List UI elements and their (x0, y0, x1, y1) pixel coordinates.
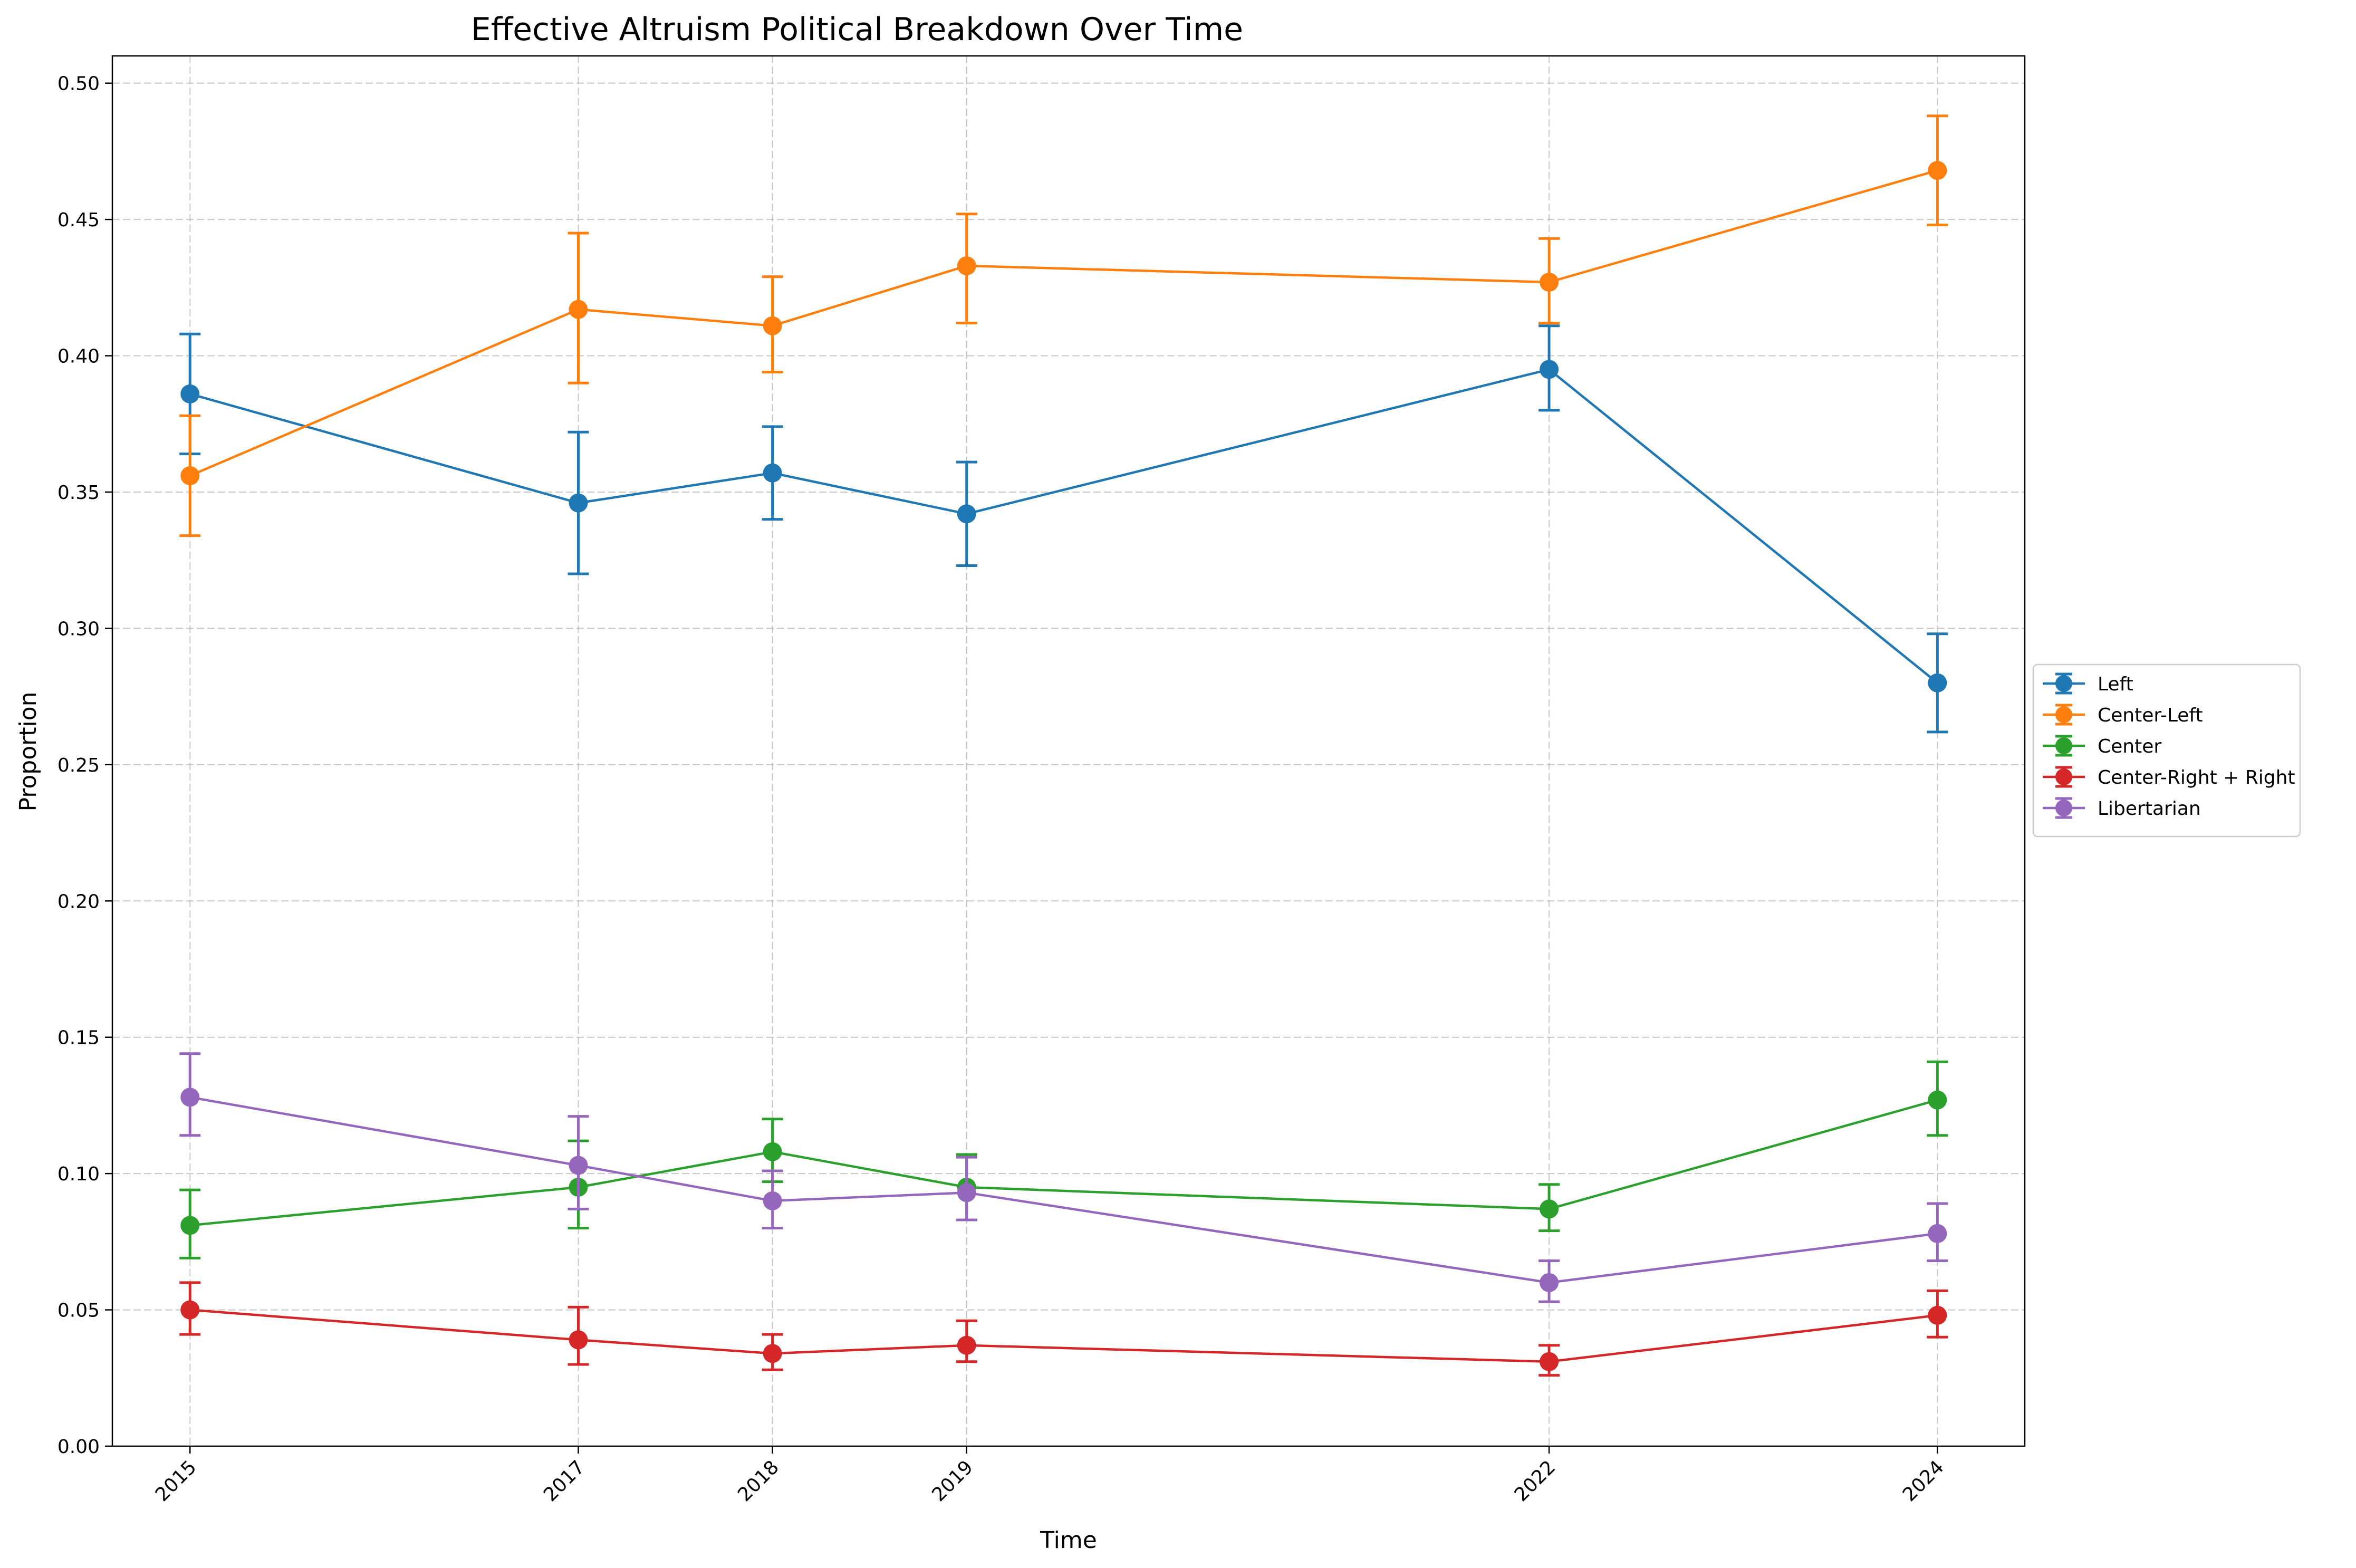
legend: Left Center-Left Center Center-Right + Righ… (2032, 663, 2301, 838)
chart-title: Effective Altruism Political Breakdown O… (471, 11, 1243, 48)
y-tick-label: 0.20 (57, 891, 100, 912)
data-point (957, 1335, 976, 1355)
series-left (179, 324, 1948, 734)
data-point (1540, 360, 1559, 379)
data-point (763, 1191, 782, 1210)
data-point (1928, 673, 1947, 692)
series-line (189, 169, 1938, 477)
data-point (569, 493, 588, 513)
data-point (763, 1344, 782, 1363)
data-point (1540, 1199, 1559, 1219)
data-point (763, 1142, 782, 1161)
y-tick-label: 0.40 (57, 346, 100, 368)
legend-label: Libertarian (2098, 798, 2201, 820)
series-line (189, 368, 1938, 684)
y-axis-label: Proportion (15, 691, 42, 811)
series-line (190, 1099, 1938, 1227)
plot-frame (111, 55, 2026, 1447)
series-layer (179, 114, 1948, 1377)
data-point (1540, 1273, 1559, 1292)
legend-marker (2055, 706, 2072, 723)
legend-entry: Center-Left (2043, 704, 2203, 726)
legend-marker (2055, 675, 2072, 692)
legend-label: Center (2098, 736, 2161, 757)
series-line (189, 1096, 1938, 1284)
series-libertarian (179, 1052, 1948, 1303)
legend-entry: Libertarian (2043, 797, 2201, 820)
legend-label: Center-Right + Right (2098, 767, 2295, 788)
y-tick-label: 0.30 (57, 618, 100, 640)
data-point (763, 316, 782, 335)
data-point (763, 463, 782, 483)
data-point (1928, 161, 1947, 180)
legend-entry: Center (2043, 735, 2161, 757)
x-axis-label: Time (1040, 1527, 1097, 1554)
data-point (180, 384, 200, 403)
y-tick-label: 0.00 (57, 1436, 100, 1458)
series-center-left (179, 114, 1948, 537)
y-tick-label: 0.25 (57, 755, 100, 776)
data-point (569, 300, 588, 319)
legend-label: Center-Left (2098, 705, 2203, 726)
legend-label: Left (2098, 674, 2133, 695)
legend-entry: Left (2043, 672, 2133, 695)
y-tick-label: 0.05 (57, 1300, 100, 1322)
series-line (190, 1309, 1938, 1363)
grid-lines (112, 56, 2025, 1447)
data-point (569, 1156, 588, 1175)
series-center-right-right (179, 1281, 1948, 1377)
data-point (1928, 1305, 1947, 1325)
y-tick-label: 0.15 (57, 1027, 100, 1049)
data-point (1928, 1090, 1947, 1110)
legend-marker (2055, 737, 2072, 754)
data-point (957, 1183, 976, 1203)
data-point (1928, 1224, 1947, 1243)
data-point (957, 256, 976, 275)
data-point (180, 1088, 200, 1107)
legend-entry: Center-Right + Right (2043, 766, 2295, 788)
y-tick-label: 0.35 (57, 482, 100, 504)
data-point (180, 1216, 200, 1235)
legend-marker (2055, 768, 2072, 785)
legend-box (2032, 663, 2301, 838)
y-tick-label: 0.10 (57, 1163, 100, 1185)
legend-marker (2055, 800, 2072, 816)
data-point (957, 504, 976, 524)
y-tick-label: 0.50 (57, 73, 100, 95)
data-point (569, 1330, 588, 1350)
data-point (1540, 272, 1559, 292)
data-point (180, 1300, 200, 1320)
y-tick-label: 0.45 (57, 209, 100, 231)
data-point (180, 466, 200, 485)
data-point (1540, 1352, 1559, 1371)
